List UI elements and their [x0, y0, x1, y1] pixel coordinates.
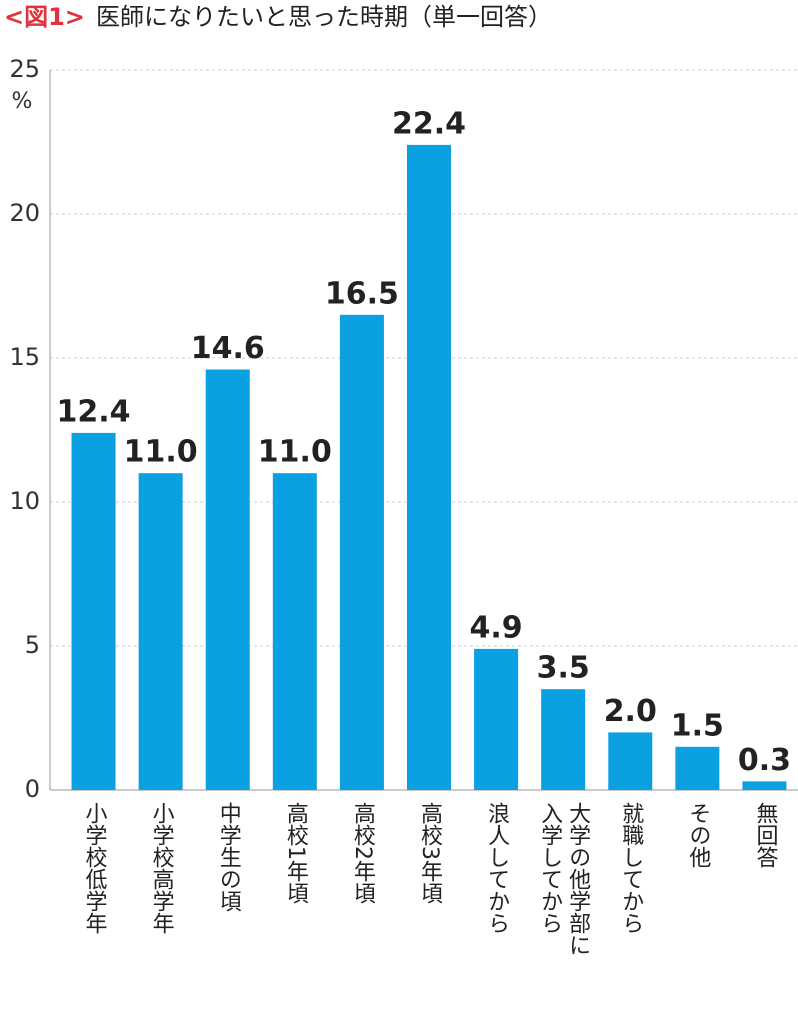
bar — [71, 432, 116, 790]
value-label: 22.4 — [392, 106, 466, 141]
value-label: 0.3 — [738, 743, 791, 778]
y-tick-label: 0 — [25, 775, 40, 803]
bar — [205, 369, 250, 790]
value-label: 12.4 — [57, 394, 131, 429]
y-tick-label: 25 — [9, 55, 40, 83]
value-label: 1.5 — [671, 708, 724, 743]
figure-label: <図1> — [4, 3, 85, 31]
x-tick-label: 浪人してから — [484, 802, 510, 934]
bar — [541, 689, 586, 790]
value-label: 2.0 — [604, 694, 657, 729]
value-label: 3.5 — [537, 651, 590, 686]
bar — [339, 314, 384, 790]
value-label: 14.6 — [191, 331, 265, 366]
value-label: 11.0 — [258, 435, 332, 470]
x-tick-label: 就職してから — [618, 802, 644, 934]
chart-title: 医師になりたいと思った時期（単一回答） — [96, 3, 552, 31]
x-tick-label: 大学の他学部に入学してから — [537, 802, 591, 956]
value-label: 4.9 — [470, 610, 523, 645]
x-tick-label: 小学校低学年 — [81, 802, 107, 934]
x-tick-label: 高校3年頃 — [417, 802, 442, 904]
y-tick-label: 20 — [9, 199, 40, 227]
bar — [608, 732, 653, 790]
bar — [742, 781, 787, 790]
bar — [138, 473, 183, 790]
y-unit: % — [12, 89, 33, 114]
x-tick-label: その他 — [685, 802, 711, 868]
bar — [272, 473, 317, 790]
y-tick-label: 5 — [25, 631, 40, 659]
value-label: 11.0 — [124, 435, 198, 470]
x-tick-label: 小学校高学年 — [148, 802, 174, 934]
x-tick-label: 高校2年頃 — [349, 802, 375, 904]
value-label: 16.5 — [325, 276, 399, 311]
bar — [474, 648, 519, 790]
x-tick-label: 中学生の頃 — [215, 802, 241, 912]
y-tick-label: 15 — [9, 343, 40, 371]
x-tick-label: 高校1年頃 — [282, 802, 308, 904]
x-tick-label: 無回答 — [752, 802, 778, 868]
bar — [675, 746, 720, 790]
bar — [407, 144, 451, 790]
y-tick-label: 10 — [9, 487, 40, 515]
